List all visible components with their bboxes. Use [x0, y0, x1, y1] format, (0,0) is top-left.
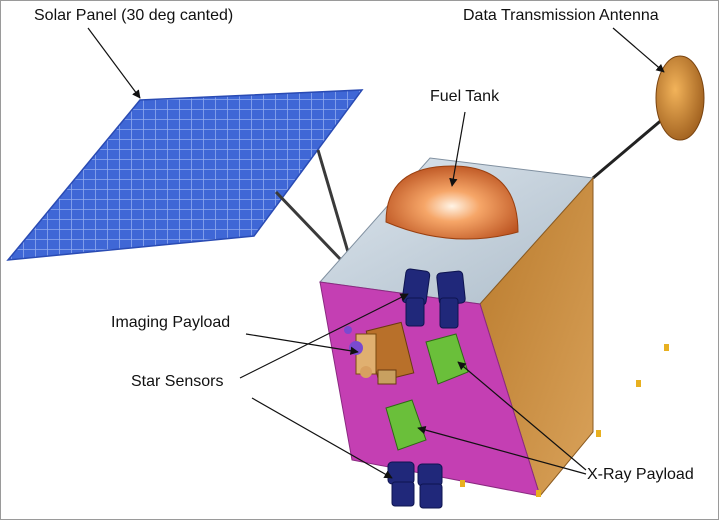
imaging-payload — [344, 321, 415, 385]
xray-payload-boxes — [385, 333, 469, 451]
star-sensors-label: Star Sensors — [131, 373, 224, 390]
xray-payload-label: X-Ray Payload — [587, 466, 694, 483]
antenna-label: Data Transmission Antenna — [463, 7, 659, 24]
solar-panel — [6, 89, 364, 261]
fuel-tank-label: Fuel Tank — [430, 88, 500, 105]
antenna — [592, 55, 705, 180]
leader-lines — [87, 27, 665, 479]
star-sensors-bottom — [387, 461, 443, 509]
solar-panel-label: Solar Panel (30 deg canted) — [34, 7, 234, 24]
star-sensors-top — [401, 268, 466, 329]
panel-struts — [274, 149, 350, 264]
imaging-payload-label: Imaging Payload — [111, 314, 231, 331]
fuel-tank — [385, 165, 519, 240]
